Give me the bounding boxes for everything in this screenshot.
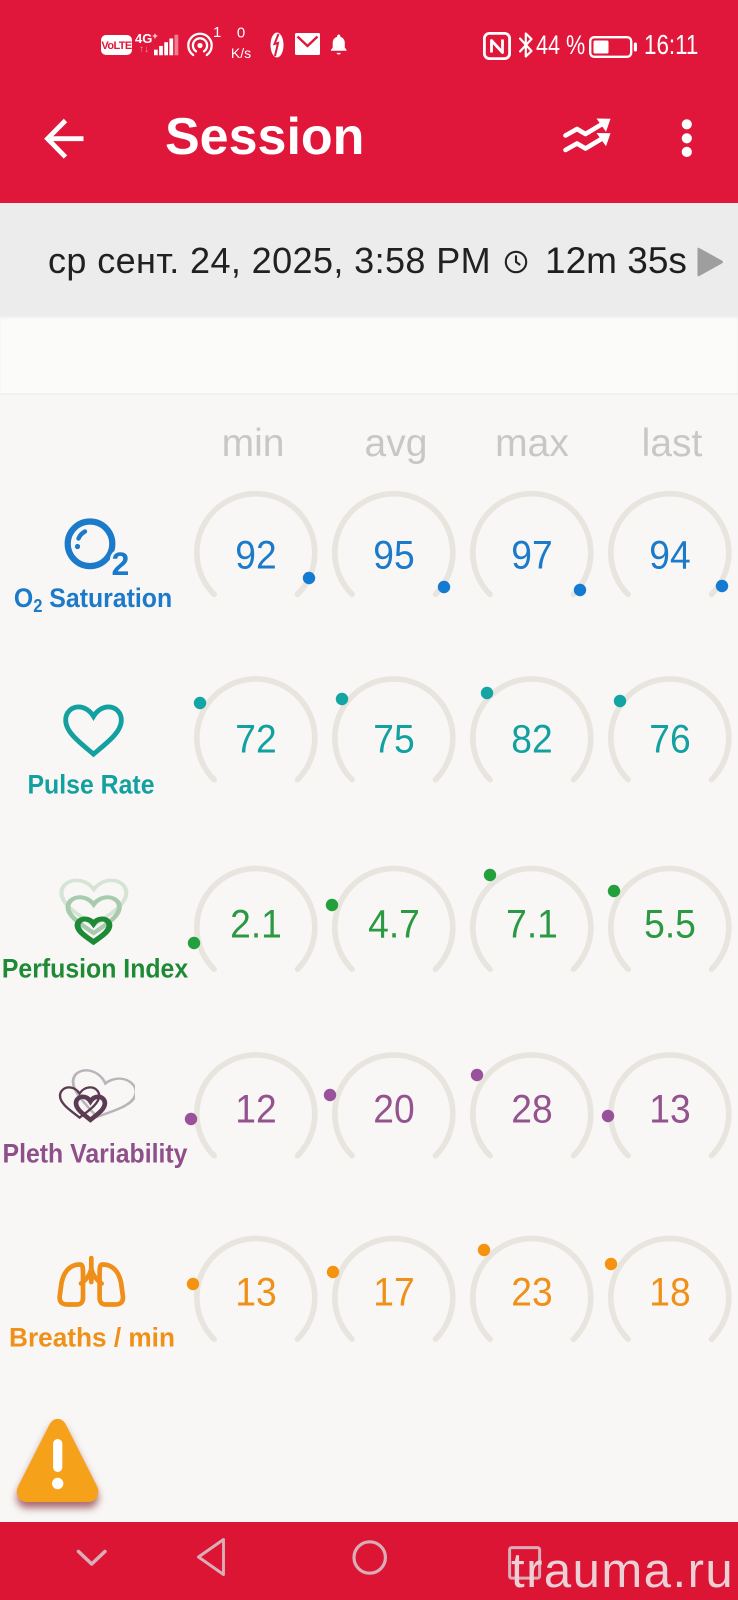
svg-text:2: 2	[112, 546, 130, 582]
